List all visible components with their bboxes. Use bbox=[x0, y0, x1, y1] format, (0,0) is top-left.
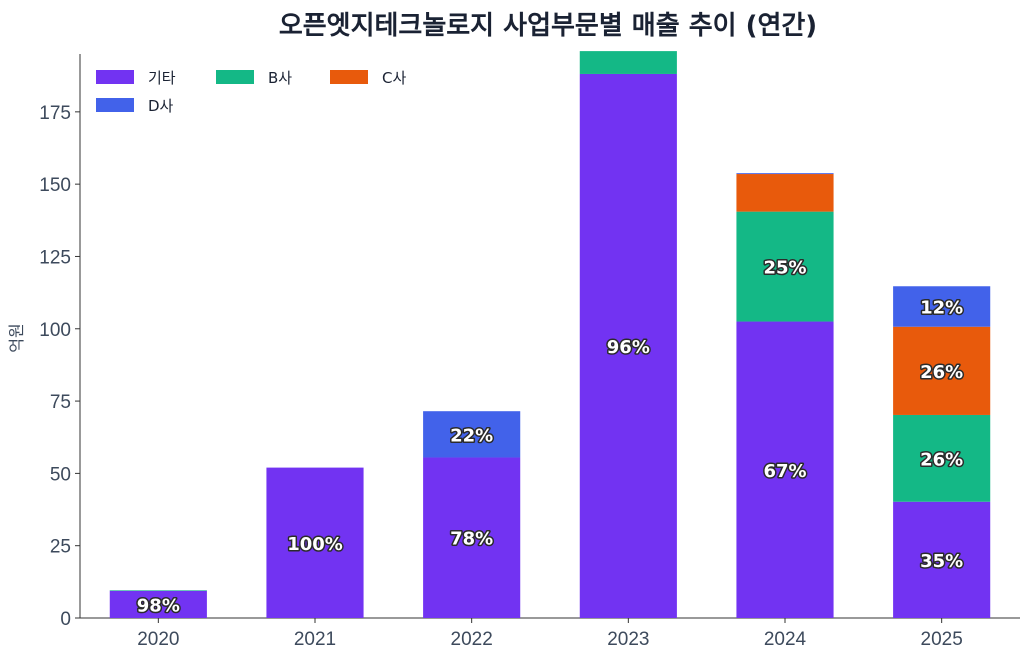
data-label: 96% bbox=[607, 337, 650, 358]
bar-segment bbox=[736, 211, 834, 322]
bar-segment bbox=[893, 414, 991, 502]
bar-segment bbox=[266, 467, 364, 618]
bar-segment bbox=[893, 501, 991, 618]
data-label: 26% bbox=[920, 362, 963, 383]
legend-swatch bbox=[330, 70, 368, 84]
bar-segment bbox=[423, 411, 521, 458]
y-tick-label: 150 bbox=[39, 175, 71, 196]
bar-segment bbox=[893, 286, 991, 327]
legend-label: B사 bbox=[268, 69, 292, 87]
x-tick-label: 2021 bbox=[294, 629, 336, 650]
bar-segment bbox=[579, 73, 677, 619]
x-tick-label: 2023 bbox=[607, 629, 649, 650]
y-tick-label: 125 bbox=[39, 247, 71, 268]
legend-swatch bbox=[96, 70, 134, 84]
y-axis-label: 억원 bbox=[7, 323, 26, 352]
legend: 기타 B사 C사 D사 bbox=[96, 69, 406, 115]
legend-swatch bbox=[216, 70, 254, 84]
bar-segment bbox=[736, 321, 834, 618]
bar-segment bbox=[736, 173, 834, 175]
data-label: 98% bbox=[137, 595, 180, 616]
y-tick-label: 175 bbox=[39, 103, 71, 124]
data-label: 22% bbox=[450, 425, 493, 446]
data-label: 12% bbox=[920, 297, 963, 318]
bar-segment bbox=[423, 457, 521, 618]
y-tick-label: 25 bbox=[50, 537, 71, 558]
bar-segment bbox=[109, 590, 207, 591]
data-label: 67% bbox=[763, 461, 806, 482]
data-label: 26% bbox=[920, 449, 963, 470]
plot-area: 0 25 50 75 100 125 150 175 2020 2021 2022 2023 2024 2… bbox=[39, 51, 1020, 650]
legend-label: D사 bbox=[148, 97, 174, 115]
data-label: 100% bbox=[287, 534, 343, 555]
y-tick-label: 75 bbox=[50, 392, 71, 413]
x-tick-label: 2020 bbox=[137, 629, 179, 650]
chart-title: 오픈엣지테크놀로지 사업부문별 매출 추이 (연간) bbox=[279, 11, 817, 41]
y-tick-label: 50 bbox=[50, 464, 71, 485]
data-label: 78% bbox=[450, 529, 493, 550]
legend-label: C사 bbox=[382, 69, 406, 87]
x-tick-label: 2024 bbox=[764, 629, 807, 650]
bar-segment bbox=[736, 174, 834, 212]
bar-segment bbox=[893, 326, 991, 415]
bar-segment bbox=[579, 51, 677, 74]
data-label: 35% bbox=[920, 551, 963, 572]
y-tick-label: 100 bbox=[39, 320, 71, 341]
y-tick-label: 0 bbox=[60, 609, 71, 630]
bar-segment bbox=[109, 590, 207, 618]
data-label: 25% bbox=[763, 258, 806, 279]
x-tick-label: 2022 bbox=[451, 629, 493, 650]
x-tick-label: 2025 bbox=[921, 629, 963, 650]
legend-swatch bbox=[96, 98, 134, 112]
legend-label: 기타 bbox=[148, 69, 176, 87]
